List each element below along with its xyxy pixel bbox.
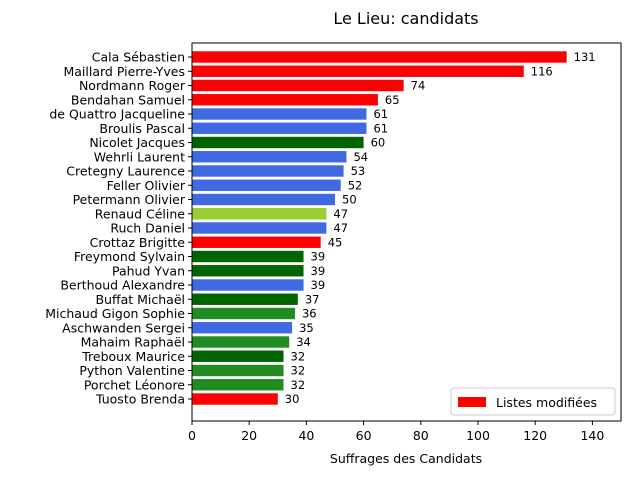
y-tick-label: Ruch Daniel bbox=[110, 221, 185, 236]
bar bbox=[192, 179, 341, 191]
bar-value-label: 39 bbox=[311, 264, 326, 278]
y-tick-label: Renaud Céline bbox=[95, 206, 186, 221]
x-tick-label: 40 bbox=[298, 428, 314, 443]
legend-box bbox=[450, 387, 616, 416]
bar bbox=[192, 151, 347, 163]
bar bbox=[192, 307, 295, 320]
y-tick-label: Freymond Sylvain bbox=[74, 249, 185, 264]
y-tick-label: Buffat Michaël bbox=[95, 292, 185, 307]
bar-value-label: 65 bbox=[385, 93, 400, 107]
y-tick-label: Broulis Pascal bbox=[99, 121, 185, 136]
y-tick-label: Maillard Pierre-Yves bbox=[63, 64, 185, 79]
y-tick-label: Feller Olivier bbox=[107, 178, 186, 193]
bar-value-label: 61 bbox=[373, 107, 388, 121]
bar bbox=[192, 350, 284, 362]
y-tick-label: Cretegny Laurence bbox=[66, 164, 185, 179]
bar bbox=[192, 379, 284, 391]
axes-frame bbox=[191, 42, 622, 422]
y-tick-label: Cala Sébastien bbox=[92, 50, 185, 65]
bar-value-label: 74 bbox=[411, 79, 426, 93]
bar bbox=[192, 250, 304, 263]
bar bbox=[192, 322, 293, 334]
bar bbox=[192, 193, 335, 206]
bar-value-label: 45 bbox=[328, 235, 343, 249]
bar bbox=[192, 222, 327, 234]
x-tick-label: 100 bbox=[466, 428, 490, 443]
bar bbox=[192, 51, 567, 63]
bar-value-label: 116 bbox=[531, 64, 553, 78]
bar-value-label: 37 bbox=[305, 292, 320, 306]
bar bbox=[192, 393, 278, 405]
x-tick-label: 20 bbox=[241, 428, 257, 443]
bar bbox=[192, 136, 364, 149]
bar bbox=[192, 208, 327, 220]
bar-value-label: 39 bbox=[311, 250, 326, 264]
bar bbox=[192, 336, 290, 348]
y-tick-label: Mahaim Raphaël bbox=[81, 335, 185, 350]
bar-value-label: 32 bbox=[291, 349, 306, 363]
bar-value-label: 60 bbox=[371, 136, 386, 150]
y-tick-label: Pahud Yvan bbox=[112, 263, 185, 278]
x-tick-label: 0 bbox=[188, 428, 196, 443]
chart-title: Le Lieu: candidats bbox=[333, 9, 478, 28]
bar-value-label: 32 bbox=[291, 378, 306, 392]
x-tick-label: 80 bbox=[413, 428, 429, 443]
y-tick-label: Crottaz Brigitte bbox=[90, 235, 186, 250]
x-tick-label: 60 bbox=[356, 428, 372, 443]
bar bbox=[192, 364, 284, 377]
x-axis-label: Suffrages des Candidats bbox=[330, 451, 482, 466]
plot-area: 131 Cala Sébastien 116 Maillard Pierre-Yves… bbox=[45, 50, 604, 444]
y-tick-label: Treboux Maurice bbox=[81, 349, 185, 364]
bar bbox=[192, 165, 344, 177]
bar bbox=[192, 79, 404, 92]
y-tick-label: Petermann Olivier bbox=[73, 192, 186, 207]
y-tick-label: Porchet Léonore bbox=[84, 377, 185, 392]
y-tick-label: Aschwanden Sergei bbox=[62, 320, 185, 335]
y-tick-label: Python Valentine bbox=[79, 363, 185, 378]
bar-value-label: 32 bbox=[291, 364, 306, 378]
bar-value-label: 47 bbox=[333, 221, 348, 235]
bar-value-label: 47 bbox=[333, 207, 348, 221]
y-tick-label: Wehrli Laurent bbox=[94, 149, 185, 164]
bar bbox=[192, 108, 367, 120]
legend: Listes modifiées bbox=[450, 387, 616, 416]
bar-value-label: 52 bbox=[348, 178, 363, 192]
bar-value-label: 53 bbox=[351, 164, 366, 178]
bar bbox=[192, 265, 304, 277]
bar-value-label: 54 bbox=[353, 150, 368, 164]
y-tick-label: Nordmann Roger bbox=[79, 78, 186, 93]
bar-value-label: 50 bbox=[342, 193, 357, 207]
y-tick-label: Nicolet Jacques bbox=[89, 135, 185, 150]
legend-label: Listes modifiées bbox=[496, 395, 597, 410]
y-tick-label: de Quattro Jacqueline bbox=[49, 107, 185, 122]
y-tick-label: Berthoud Alexandre bbox=[60, 278, 185, 293]
bar-value-label: 36 bbox=[302, 307, 317, 321]
y-tick-label: Bendahan Samuel bbox=[71, 92, 185, 107]
bar bbox=[192, 65, 524, 77]
x-tick-label: 120 bbox=[523, 428, 547, 443]
bar bbox=[192, 279, 304, 291]
x-tick-label: 140 bbox=[580, 428, 604, 443]
bar bbox=[192, 236, 321, 248]
y-tick-label: Michaud Gigon Sophie bbox=[45, 306, 185, 321]
bar-value-label: 30 bbox=[285, 392, 300, 406]
bar-value-label: 61 bbox=[373, 121, 388, 135]
bar-value-label: 34 bbox=[296, 335, 311, 349]
y-tick-label: Tuosto Brenda bbox=[95, 392, 185, 407]
bar-value-label: 35 bbox=[299, 321, 314, 335]
bar bbox=[192, 122, 367, 134]
legend-swatch bbox=[458, 397, 486, 407]
bar bbox=[192, 293, 298, 305]
bar-value-label: 39 bbox=[311, 278, 326, 292]
bar-value-label: 131 bbox=[574, 50, 596, 64]
bar bbox=[192, 94, 378, 106]
